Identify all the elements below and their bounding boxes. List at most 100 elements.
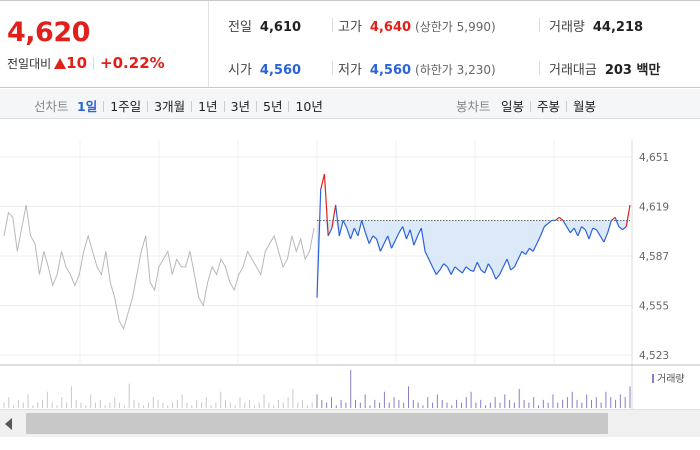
open-label: 시가 bbox=[228, 63, 252, 78]
today-line-segment bbox=[346, 227, 352, 240]
today-line-segment bbox=[603, 232, 609, 243]
volume-value: 44,218 bbox=[592, 20, 644, 35]
today-line-segment bbox=[335, 204, 340, 236]
scroll-thumb[interactable] bbox=[26, 413, 608, 434]
divider bbox=[539, 61, 540, 75]
prev-day-line bbox=[3, 204, 315, 330]
today-line-segment bbox=[584, 229, 590, 240]
y-tick-label: 4,523 bbox=[639, 350, 669, 362]
divider bbox=[256, 101, 258, 112]
candle-chart-label: 봉차트 bbox=[456, 99, 491, 114]
period-tab-6[interactable]: 10년 bbox=[295, 99, 323, 114]
today-line-segment bbox=[342, 220, 348, 229]
period-tab-4[interactable]: 3년 bbox=[230, 99, 251, 114]
scroll-left-icon[interactable] bbox=[5, 418, 12, 430]
volume-bars bbox=[3, 370, 631, 408]
fill-area bbox=[317, 220, 630, 298]
period-toolbar: 선차트 1일 1주일 3개월 1년 3년 5년 10년 봉차트 일봉 주봉 월봉 bbox=[0, 89, 700, 119]
quote-summary: 4,620 전일대비 10 +0.22% 전일 4,610 시가 4,560 고가 4,6… bbox=[0, 0, 700, 88]
period-tab-5[interactable]: 5년 bbox=[263, 99, 283, 114]
today-line-segment bbox=[595, 229, 601, 237]
today-line-segment bbox=[428, 258, 434, 268]
below-ref-fill bbox=[317, 220, 630, 298]
period-tab-2[interactable]: 3개월 bbox=[154, 99, 186, 114]
today-line-segment bbox=[476, 261, 482, 271]
today-line-segment bbox=[521, 250, 527, 255]
today-line-segment bbox=[577, 226, 583, 237]
divider bbox=[103, 101, 105, 112]
today-line-segment bbox=[327, 227, 333, 237]
high-label: 고가 bbox=[338, 20, 362, 35]
today-line-segment bbox=[588, 227, 594, 240]
today-line-segment bbox=[320, 173, 326, 190]
divider bbox=[93, 57, 95, 70]
y-tick-label: 4,587 bbox=[639, 251, 669, 263]
candle-tab-0[interactable]: 일봉 bbox=[501, 99, 525, 114]
y-tick-label: 4,619 bbox=[639, 202, 669, 214]
today-line-segment bbox=[405, 229, 411, 240]
today-line-segment bbox=[484, 263, 489, 274]
today-line-segment bbox=[402, 226, 408, 240]
divider bbox=[332, 61, 333, 75]
today-line-segment bbox=[443, 263, 448, 268]
low-price: 저가 4,560 (하한가 3,230) bbox=[338, 59, 496, 79]
today-line-segment bbox=[390, 240, 396, 249]
candle-tab-2[interactable]: 월봉 bbox=[573, 99, 597, 114]
divider bbox=[191, 101, 193, 112]
today-line-segment bbox=[420, 228, 426, 252]
open-value: 4,560 bbox=[259, 63, 302, 78]
today-line-segment bbox=[547, 219, 553, 224]
today-line-segment bbox=[394, 232, 400, 241]
today-line-segment bbox=[372, 235, 378, 240]
today-line-segment bbox=[480, 269, 486, 274]
high-price: 고가 4,640 (상한가 5,990) bbox=[338, 16, 496, 36]
today-line-segment bbox=[618, 226, 623, 231]
period-tab-0[interactable]: 1일 bbox=[77, 99, 98, 114]
today-line-segment bbox=[510, 266, 515, 271]
chart-grid bbox=[0, 140, 700, 409]
divider bbox=[530, 101, 532, 112]
today-line-segment bbox=[614, 217, 620, 227]
volume-label: 거래량 bbox=[549, 20, 585, 35]
volume-legend: 거래량 bbox=[652, 373, 685, 385]
today-line-segment bbox=[502, 258, 508, 268]
divider bbox=[539, 18, 540, 32]
line-period-list: 1일 1주일 3개월 1년 3년 5년 10년 bbox=[77, 96, 323, 115]
today-line-segment bbox=[555, 216, 560, 221]
price-chart: 4,651 4,619 4,587 4,555 4,523 거래량 bbox=[0, 140, 700, 409]
low-value: 4,560 bbox=[369, 63, 412, 78]
today-line-segment bbox=[622, 226, 627, 231]
today-line-segment bbox=[338, 220, 344, 237]
today-line-segment bbox=[540, 226, 545, 237]
period-tab-3[interactable]: 1년 bbox=[198, 99, 218, 114]
today-line-segment bbox=[424, 251, 430, 260]
divider bbox=[566, 101, 568, 112]
today-line-segment bbox=[439, 263, 445, 271]
today-line-segment bbox=[487, 263, 493, 271]
y-tick-label: 4,651 bbox=[639, 152, 669, 164]
current-price: 4,620 bbox=[7, 17, 90, 48]
today-line-segment bbox=[491, 269, 497, 280]
today-line-segment bbox=[316, 189, 322, 298]
price-box: 4,620 전일대비 10 +0.22% bbox=[0, 1, 209, 87]
today-line-segment bbox=[379, 243, 385, 252]
today-line-segment bbox=[387, 235, 393, 249]
period-tab-1[interactable]: 1주일 bbox=[110, 99, 142, 114]
prev-close-label: 전일 bbox=[228, 20, 252, 35]
trade-amount: 거래대금 203 백만 bbox=[549, 59, 660, 79]
up-triangle-icon bbox=[54, 58, 67, 69]
today-line-segment bbox=[417, 227, 422, 237]
today-line-segment bbox=[364, 232, 370, 244]
today-line-segment bbox=[607, 220, 612, 233]
chart-scrollbar[interactable] bbox=[0, 409, 700, 437]
volume-legend-label: 거래량 bbox=[657, 373, 685, 385]
candle-tab-1[interactable]: 주봉 bbox=[537, 99, 561, 114]
today-line-segment bbox=[472, 261, 478, 272]
today-line-segment bbox=[625, 204, 631, 227]
volume-legend-swatch bbox=[652, 374, 654, 383]
today-line-segment bbox=[517, 251, 523, 260]
series-lines bbox=[3, 173, 631, 330]
prev-close-value: 4,610 bbox=[259, 20, 302, 35]
today-line-segment bbox=[357, 220, 363, 237]
today-line-segment bbox=[573, 227, 579, 237]
